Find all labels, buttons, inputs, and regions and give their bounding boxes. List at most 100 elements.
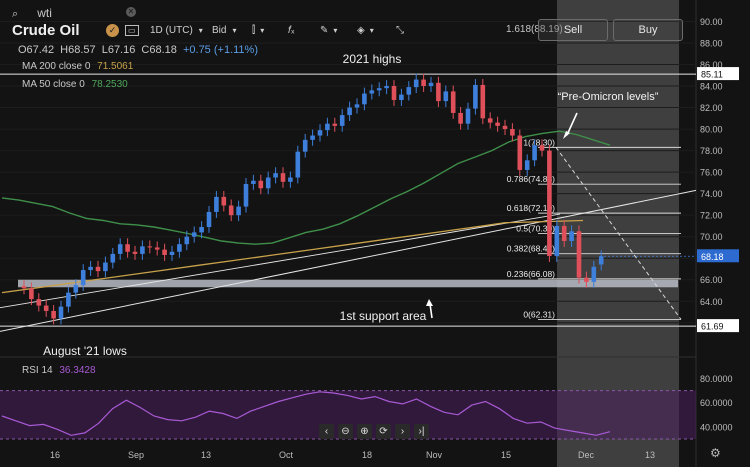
candle-body bbox=[243, 183, 249, 207]
pencil-icon[interactable]: ✎ ▾ bbox=[320, 24, 338, 36]
sell-button[interactable]: Sell bbox=[538, 19, 608, 41]
candle-body bbox=[147, 246, 153, 248]
candle-body bbox=[103, 262, 108, 272]
ma200-legend[interactable]: MA 200 close 0 71.5061 bbox=[22, 61, 133, 72]
candle-body bbox=[473, 84, 478, 109]
fib-level-label: 1(78.30) bbox=[523, 137, 555, 147]
x-tick-label: 18 bbox=[362, 450, 372, 460]
fib-level-label: 0.236(66.08) bbox=[507, 269, 555, 279]
candle-body bbox=[325, 123, 330, 131]
broker-logo-icon[interactable]: ✓ bbox=[106, 22, 119, 38]
candle-body bbox=[406, 87, 412, 95]
price-type-select[interactable]: Bid ▾ bbox=[212, 24, 237, 36]
x-tick-label: 16 bbox=[50, 450, 60, 460]
candle-body bbox=[184, 236, 190, 245]
support-arrow bbox=[429, 303, 433, 319]
price-tick-label: 84.00 bbox=[700, 82, 723, 92]
reset-view-button[interactable]: ⟳ bbox=[376, 424, 391, 439]
candle-body bbox=[332, 123, 338, 126]
candlestick-icon[interactable]: ⫿ ▾ bbox=[252, 24, 265, 36]
close-icon[interactable]: ✕ bbox=[126, 7, 136, 17]
layers-icon[interactable]: ◈ ▾ bbox=[357, 24, 374, 36]
candle-body bbox=[517, 135, 523, 170]
candle-body bbox=[510, 129, 515, 136]
ohlc-high: H68.57 bbox=[60, 44, 96, 56]
candle-body bbox=[21, 286, 27, 289]
candle-body bbox=[554, 225, 560, 257]
rsi-tick-label: 80.0000 bbox=[700, 374, 733, 384]
candle-body bbox=[214, 196, 219, 212]
candle-body bbox=[584, 277, 589, 282]
candle-body bbox=[295, 151, 301, 178]
support-zone bbox=[18, 279, 678, 288]
scroll-right-button[interactable]: › bbox=[395, 424, 410, 439]
candle-body bbox=[362, 93, 367, 105]
search-input[interactable]: wti bbox=[37, 6, 52, 20]
candle-body bbox=[524, 160, 530, 170]
zoom-in-button[interactable]: ⊕ bbox=[357, 424, 372, 439]
candle-body bbox=[436, 82, 441, 102]
fib-level-label: 0.618(72.19) bbox=[507, 203, 555, 213]
ma50-legend[interactable]: MA 50 close 0 78.2530 bbox=[22, 79, 128, 90]
ma200-label: MA 200 close 0 bbox=[22, 61, 91, 72]
candle-body bbox=[317, 130, 323, 136]
candle-body bbox=[458, 112, 463, 124]
fib-level-label: 0.786(74.88) bbox=[507, 174, 555, 184]
current-price-tag bbox=[697, 249, 739, 263]
highs-level-value: 85.11 bbox=[701, 70, 723, 80]
price-tick-label: 76.00 bbox=[700, 168, 723, 178]
candle-body bbox=[310, 135, 315, 140]
price-tick-label: 78.00 bbox=[700, 146, 723, 156]
ma50-value: 78.2530 bbox=[91, 79, 128, 90]
ohlc-change: +0.75 (+1.11%) bbox=[182, 44, 258, 56]
candle-body bbox=[369, 90, 375, 94]
candle-body bbox=[561, 225, 567, 241]
gear-icon[interactable]: ⚙ bbox=[710, 446, 721, 460]
indicators-icon[interactable]: 𝑓ₓ bbox=[288, 24, 295, 36]
candle-body bbox=[502, 125, 508, 130]
candle-body bbox=[88, 266, 93, 271]
ma200-line bbox=[1, 219, 584, 294]
annotation-support-area: 1st support area bbox=[340, 309, 427, 323]
instrument-name[interactable]: Crude Oil bbox=[12, 22, 80, 39]
timeframe-select[interactable]: 1D (UTC) ▾ bbox=[150, 24, 203, 36]
candle-body bbox=[162, 249, 167, 255]
candle-body bbox=[177, 244, 182, 252]
candle-body bbox=[465, 108, 471, 124]
candle-body bbox=[132, 251, 138, 254]
candle-body bbox=[110, 253, 116, 263]
price-tick-label: 88.00 bbox=[700, 38, 723, 48]
candle-body bbox=[443, 91, 449, 102]
candle-body bbox=[80, 270, 86, 286]
ma200-value: 71.5061 bbox=[97, 61, 134, 72]
fib-level-label: 0.382(68.42) bbox=[507, 244, 555, 254]
candle-body bbox=[354, 104, 360, 108]
trend-line-upper bbox=[0, 213, 561, 309]
x-tick-label: 15 bbox=[501, 450, 511, 460]
fib-diagonal-line bbox=[555, 147, 682, 320]
candle-body bbox=[73, 285, 79, 293]
x-tick-label: Dec bbox=[578, 450, 595, 460]
candle-body bbox=[169, 251, 175, 255]
rsi-legend[interactable]: RSI 14 36.3428 bbox=[22, 365, 96, 376]
annotation-august-lows: August '21 lows bbox=[43, 344, 127, 358]
trend-line-lower bbox=[0, 189, 697, 332]
search-box[interactable]: ⌕ wti ✕ bbox=[12, 6, 136, 21]
candle-body bbox=[236, 206, 241, 216]
scroll-left-button[interactable]: ‹ bbox=[319, 424, 334, 439]
candle-body bbox=[421, 79, 426, 87]
candle-body bbox=[199, 227, 204, 233]
buy-button[interactable]: Buy bbox=[613, 19, 683, 41]
current-price-value: 68.18 bbox=[701, 252, 724, 262]
scroll-to-end-button[interactable]: ›| bbox=[414, 424, 429, 439]
lows-level-value: 61.69 bbox=[701, 322, 724, 332]
ohlc-close: C68.18 bbox=[141, 44, 177, 56]
compare-icon[interactable]: ▭ bbox=[125, 22, 139, 38]
fullscreen-icon[interactable]: ⤡ bbox=[396, 24, 404, 36]
rsi-value: 36.3428 bbox=[59, 365, 96, 376]
zoom-out-button[interactable]: ⊖ bbox=[338, 424, 353, 439]
price-tick-label: 70.00 bbox=[700, 232, 723, 242]
candle-body bbox=[206, 211, 212, 228]
price-tick-label: 90.00 bbox=[700, 17, 723, 27]
